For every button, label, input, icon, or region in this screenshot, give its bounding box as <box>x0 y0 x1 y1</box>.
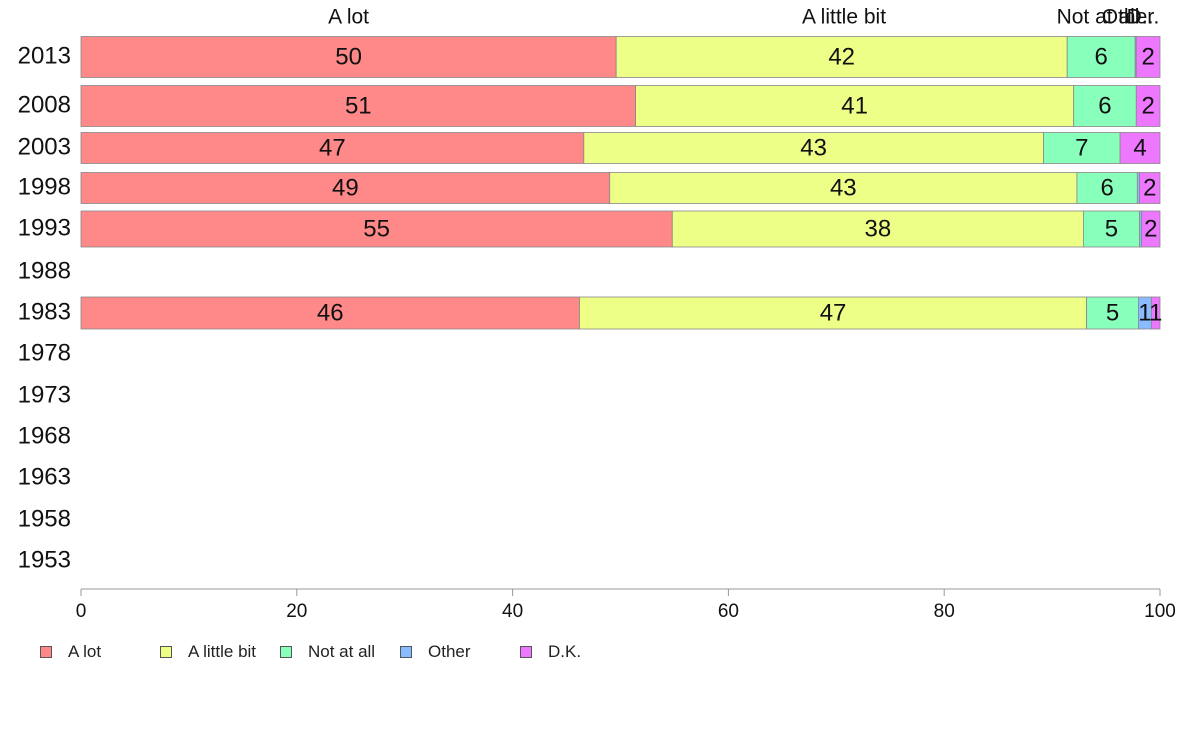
bar-segment <box>579 296 1088 330</box>
bar-segment <box>1086 296 1139 330</box>
data-label: 7 <box>1075 134 1088 161</box>
bar-segment <box>1135 85 1161 127</box>
data-label: 2 <box>1144 215 1157 242</box>
data-label: 1 <box>1138 299 1151 326</box>
data-label: 5 <box>1105 215 1118 242</box>
data-label: 46 <box>317 299 344 326</box>
y-tick-label: 1958 <box>18 505 71 532</box>
data-label: 55 <box>363 215 390 242</box>
legend-item-dk: D.K. <box>520 642 640 662</box>
bar-segment <box>1073 85 1137 127</box>
bar-segment <box>80 36 617 78</box>
legend-swatch-a-little-bit <box>160 646 172 658</box>
x-tick-label: 20 <box>286 601 307 622</box>
bar-segment <box>1076 172 1138 204</box>
column-header: A lot <box>328 6 369 29</box>
legend-item-a-lot: A lot <box>40 642 160 662</box>
bar-segment <box>1141 210 1161 248</box>
legend-swatch-not-at-all <box>280 646 292 658</box>
data-label: 49 <box>332 174 359 201</box>
legend-label: A little bit <box>188 642 257 661</box>
legend-swatch-other <box>400 646 412 658</box>
bar-segment <box>1135 36 1161 78</box>
data-label: 6 <box>1095 43 1108 70</box>
data-label: 6 <box>1100 174 1113 201</box>
x-tick-label: 80 <box>934 601 955 622</box>
legend-item-other: Other <box>400 642 520 662</box>
column-header: Not at all <box>1057 6 1140 29</box>
legend-label: Other <box>428 642 471 661</box>
bar-segment <box>1150 296 1161 330</box>
y-tick-label: 2013 <box>18 42 71 69</box>
y-tick-label: 1978 <box>18 339 71 366</box>
data-label: 41 <box>841 92 868 119</box>
x-tick-label: 40 <box>502 601 523 622</box>
data-label: 42 <box>828 43 855 70</box>
legend-swatch-a-lot <box>40 646 52 658</box>
data-label: 47 <box>820 299 847 326</box>
legend-label: D.K. <box>548 642 582 661</box>
bar-segment <box>671 210 1084 248</box>
x-tick-label: 60 <box>718 601 739 622</box>
data-label: 2 <box>1141 92 1154 119</box>
y-tick-label: 2003 <box>18 133 71 160</box>
bar-segment <box>80 296 580 330</box>
legend-label: Not at all <box>308 642 376 661</box>
y-tick-label: 1983 <box>18 298 71 325</box>
data-label: 2 <box>1141 43 1154 70</box>
data-label: 2 <box>1143 174 1156 201</box>
legend-item-not-at-all: Not at all <box>280 642 400 662</box>
bar-segment <box>80 132 585 164</box>
y-tick-label: 1988 <box>18 257 71 284</box>
data-label: 4 <box>1133 134 1146 161</box>
y-tick-label: 1963 <box>18 463 71 490</box>
legend-item-a-little-bit: A little bit <box>160 642 280 662</box>
column-header: D... <box>1127 6 1160 29</box>
data-label: 5 <box>1106 299 1119 326</box>
legend: A lot A little bit Not at all Other D.K. <box>40 642 640 662</box>
bar-segment <box>80 210 673 248</box>
y-tick-label: 1953 <box>18 546 71 573</box>
bar-segment <box>1066 36 1136 78</box>
x-tick-label: 100 <box>1144 601 1176 622</box>
data-label: 6 <box>1098 92 1111 119</box>
bar-segment <box>1119 132 1161 164</box>
column-header: Other <box>1102 6 1155 29</box>
data-label: 43 <box>830 174 857 201</box>
data-label: 47 <box>319 134 346 161</box>
data-label: 38 <box>864 215 891 242</box>
data-label: 1 <box>1149 299 1162 326</box>
y-tick-label: 2008 <box>18 91 71 118</box>
data-label: 51 <box>345 92 372 119</box>
y-tick-label: 1968 <box>18 422 71 449</box>
data-label: 43 <box>800 134 827 161</box>
column-header: A little bit <box>802 6 886 29</box>
y-tick-label: 1993 <box>18 214 71 241</box>
x-tick-label: 0 <box>76 601 87 622</box>
bar-segment <box>1139 172 1161 204</box>
y-tick-label: 1973 <box>18 381 71 408</box>
bar-segment <box>80 172 611 204</box>
bar-segment <box>1043 132 1121 164</box>
y-tick-label: 1998 <box>18 173 71 200</box>
legend-swatch-dk <box>520 646 532 658</box>
data-label: 50 <box>335 43 362 70</box>
legend-label: A lot <box>68 642 102 661</box>
bar-segment <box>609 172 1078 204</box>
